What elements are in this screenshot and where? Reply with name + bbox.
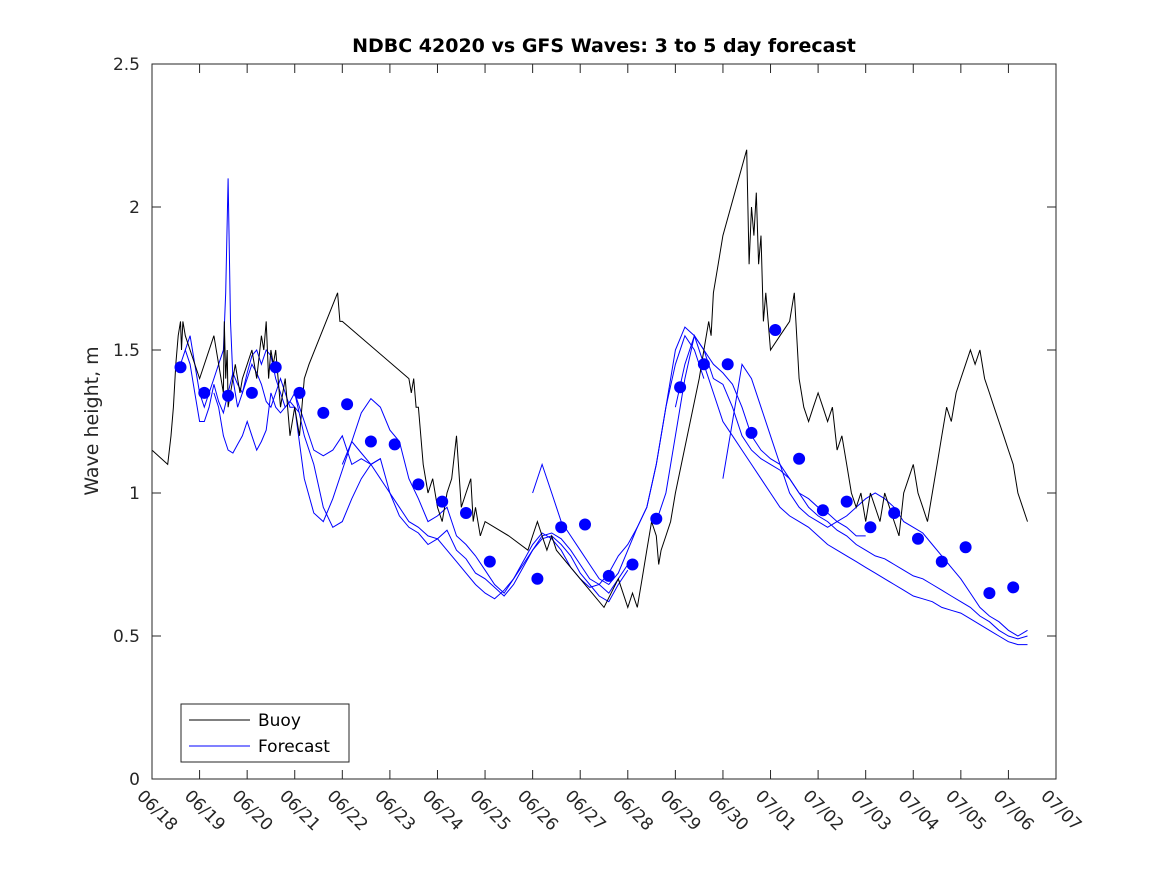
forecast-point	[650, 512, 663, 525]
forecast-line-1	[180, 348, 295, 422]
forecast-point	[555, 521, 568, 534]
forecast-point	[1007, 581, 1020, 594]
forecast-point	[412, 478, 425, 491]
forecast-point	[602, 569, 615, 582]
forecast-point	[579, 518, 591, 531]
forecast-point	[697, 358, 710, 371]
plot-series	[151, 149, 1028, 646]
legend-buoy-label: Buoy	[258, 711, 301, 731]
forecast-line-9	[674, 334, 1028, 646]
forecast-line-3	[213, 391, 381, 466]
forecast-point	[674, 381, 687, 394]
y-axis-label: Wave height, m	[81, 346, 103, 495]
forecast-point	[269, 361, 282, 374]
axis-ticks	[151, 63, 1057, 780]
y-tick-label: 0.5	[113, 627, 140, 647]
forecast-line-10	[722, 362, 1028, 637]
forecast-point	[341, 398, 354, 411]
forecast-point	[245, 386, 258, 399]
buoy-line	[151, 149, 1028, 609]
forecast-point	[935, 555, 948, 568]
y-tick-label: 1	[129, 484, 140, 504]
forecast-point	[912, 532, 924, 545]
forecast-point	[531, 572, 544, 585]
chart-title: NDBC 42020 vs GFS Waves: 3 to 5 day fore…	[352, 35, 856, 57]
forecast-point	[364, 435, 377, 448]
forecast-point	[174, 361, 187, 374]
forecast-point	[317, 406, 330, 419]
legend-box	[180, 703, 350, 763]
forecast-line-8	[655, 334, 1028, 640]
forecast-point	[436, 495, 449, 508]
plot-frame	[151, 63, 1057, 780]
y-tick-label: 2.5	[113, 55, 140, 75]
forecast-point	[816, 504, 829, 517]
y-tick-label: 1.5	[113, 341, 140, 361]
forecast-point	[745, 426, 758, 439]
forecast-point	[198, 386, 211, 399]
y-tick-labels: 0 0.5 1 1.5 2 2.5	[113, 55, 140, 790]
y-tick-label: 2	[129, 198, 140, 218]
forecast-point	[293, 386, 306, 399]
forecast-point	[483, 555, 496, 568]
legend: Buoy Forecast	[180, 703, 350, 763]
y-tick-label: 0	[129, 770, 140, 790]
forecast-line-5	[294, 392, 629, 603]
forecast-point	[460, 507, 472, 519]
forecast-point	[769, 324, 782, 336]
forecast-point	[888, 507, 901, 519]
legend-forecast-label: Forecast	[258, 737, 330, 757]
forecast-point	[864, 521, 877, 534]
forecast-point	[222, 389, 235, 402]
forecast-point	[721, 358, 734, 371]
forecast-point	[840, 495, 853, 508]
forecast-point	[983, 587, 996, 600]
forecast-point	[388, 438, 401, 451]
forecast-point	[626, 558, 639, 571]
forecast-point	[959, 541, 972, 554]
forecast-point	[793, 452, 806, 465]
